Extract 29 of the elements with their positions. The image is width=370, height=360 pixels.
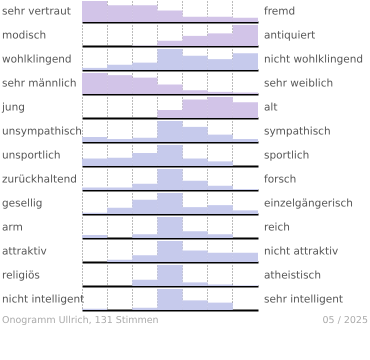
y-axis-title: unsympathisch [2, 126, 82, 138]
text: Onogramm Ullrich, 131 Stimmen [2, 315, 159, 326]
y-axis-title: sehr männlich [2, 78, 76, 90]
y-axis-title: attraktiv [2, 246, 47, 258]
y-axis-title: modisch [2, 30, 46, 42]
y2-axis-title: alt [264, 102, 278, 114]
y2-axis-title: sehr weiblich [264, 78, 334, 90]
bar [82, 235, 108, 238]
y2-axis-title: reich [264, 222, 290, 234]
y2-axis-title: sympathisch [264, 126, 331, 138]
y2-axis-title: nicht wohlklingend [264, 54, 364, 66]
y2-axis-title: einzelgängerisch [264, 198, 353, 210]
y2-axis-title: nicht attraktiv [264, 246, 338, 258]
y-axis-title: nicht intelligent [2, 294, 84, 306]
y2-axis-title: fremd [264, 6, 296, 18]
y2-axis-title: sportlich [264, 150, 310, 162]
y-axis-title: wohlklingend [2, 54, 72, 66]
y-axis-title: zurückhaltend [2, 174, 77, 186]
y2-axis-title: forsch [264, 174, 296, 186]
y-axis-title: gesellig [2, 198, 42, 210]
y-axis-title: unsportlich [2, 150, 61, 162]
y2-axis-title: sehr intelligent [264, 294, 344, 306]
y-axis-title: jung [1, 102, 25, 114]
y2-axis-title: antiquiert [264, 30, 316, 42]
y-axis-title: arm [2, 222, 23, 234]
text: 05 / 2025 [322, 315, 368, 326]
y-axis-title: sehr vertraut [2, 6, 71, 18]
y-axis-title: religiös [2, 270, 40, 282]
y2-axis-title: atheistisch [264, 270, 321, 282]
